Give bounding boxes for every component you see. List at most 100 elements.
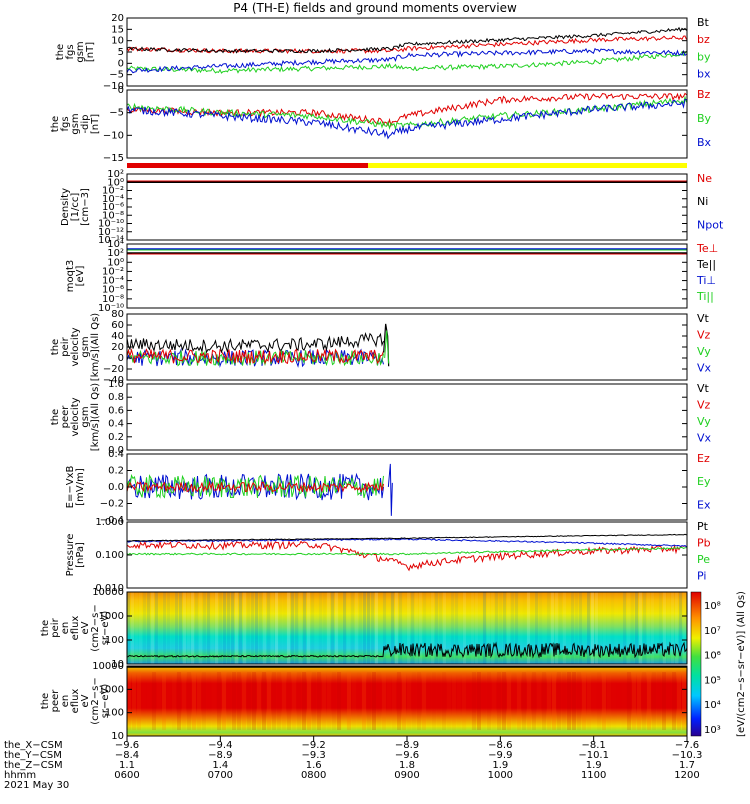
legend-item: bz [697, 33, 710, 46]
electron-streak [622, 672, 626, 730]
x-tick-label: −8.4 [115, 750, 139, 761]
y-tick-label: 0.0 [108, 482, 124, 493]
ion-streak [319, 592, 322, 664]
y-tick-label: 0.4 [108, 449, 124, 460]
x-tick-label: 0800 [301, 770, 326, 781]
legend-item: Ti|| [696, 290, 714, 303]
y-axis-label: gsm [80, 336, 91, 357]
electron-streak [617, 672, 621, 730]
y-tick-label: 80 [111, 309, 124, 320]
ion-streak [563, 592, 566, 664]
ion-streak [211, 592, 214, 664]
panel-frame-3 [126, 243, 688, 309]
y-axis-label: (cm2−s− [90, 604, 101, 651]
x-tick-label: 1.9 [492, 760, 508, 771]
y-tick-label: 10² [107, 248, 124, 259]
electron-streak [582, 672, 586, 730]
panel-frame-1 [126, 89, 688, 159]
series-pb-line [126, 539, 687, 572]
ion-streak [171, 592, 174, 664]
y-tick-label: 10⁻⁴ [102, 276, 124, 287]
electron-streak [157, 672, 161, 730]
y-tick-label: −10 [103, 81, 124, 92]
electron-streak [367, 672, 371, 730]
ion-streak [231, 592, 234, 664]
electron-streak [527, 672, 531, 730]
legend-item: Vt [697, 382, 710, 395]
ion-streak [263, 592, 266, 664]
electron-streak [382, 672, 386, 730]
series-pe-line [126, 547, 687, 556]
electron-streak [612, 672, 616, 730]
series-by-dip-line [126, 95, 687, 131]
ion-streak [383, 592, 386, 664]
y-tick-label: 10 [111, 659, 124, 670]
ion-streak [299, 592, 302, 664]
electron-streak [467, 672, 471, 730]
legend-item: Pi [697, 570, 706, 583]
ion-streak [595, 592, 598, 664]
y-tick-label: 0.2 [108, 432, 124, 443]
y-axis-label: eV [80, 621, 91, 634]
y-tick-label: −40 [103, 375, 124, 386]
legend-item: Ez [697, 452, 710, 465]
legend-item: Bt [697, 16, 710, 29]
ion-streak [335, 592, 338, 664]
colorbar [690, 591, 702, 737]
electron-streak [432, 672, 436, 730]
legend-item: Te⊥ [696, 242, 718, 255]
y-axis-label: (cm2−s− [90, 677, 101, 724]
y-tick-label: 10⁻⁴ [102, 194, 124, 205]
y-tick-label: 10⁻¹⁰ [98, 303, 124, 314]
ion-streak [559, 592, 562, 664]
y-tick-label: 10² [107, 169, 124, 180]
series-ex-spike [387, 463, 393, 516]
y-tick-label: 0.8 [108, 392, 124, 403]
ion-streak [239, 592, 242, 664]
ion-streak [179, 592, 182, 664]
electron-streak [362, 672, 366, 730]
y-tick-label: 20 [111, 13, 124, 24]
electron-streak [562, 672, 566, 730]
ion-streak [379, 592, 382, 664]
y-tick-label: −0.4 [100, 515, 124, 526]
electron-streak [572, 672, 576, 730]
electron-streak [512, 672, 516, 730]
y-axis-label: [eV] [75, 266, 86, 287]
legend-item: Vz [697, 399, 711, 412]
legend-item: Vy [697, 345, 711, 358]
legend-item: Ti⊥ [696, 274, 716, 287]
y-tick-label: 10000 [92, 587, 124, 598]
ion-streak [463, 592, 466, 664]
electron-streak [437, 672, 441, 730]
electron-streak [652, 672, 656, 730]
electron-streak [317, 672, 321, 730]
y-axis-label: [km/s](All Qs) [90, 383, 101, 451]
electron-streak [627, 672, 631, 730]
legend-item: Ey [697, 475, 711, 488]
x-axis-date: 2021 May 30 [4, 780, 69, 791]
y-tick-label: 0.100 [95, 550, 124, 561]
electron-streak [332, 672, 336, 730]
ion-streak [591, 592, 594, 664]
y-axis-label: peir [50, 617, 61, 637]
electron-streak [592, 672, 596, 730]
y-axis-label: [nPa] [75, 542, 86, 568]
ion-streak [303, 592, 306, 664]
electron-streak [182, 672, 186, 730]
legend-item: Ex [697, 498, 711, 511]
ion-streak [131, 592, 134, 664]
electron-streak [207, 672, 211, 730]
ion-streak [683, 592, 686, 664]
y-axis-label: gsm [75, 41, 86, 62]
ion-streak [355, 592, 358, 664]
x-tick-label: 1.4 [212, 760, 228, 771]
series-vt-line [126, 331, 384, 354]
ion-streak [295, 592, 298, 664]
electron-streak [407, 672, 411, 730]
y-tick-label: 15 [111, 24, 124, 35]
ion-streak [495, 592, 498, 664]
ion-streak [663, 592, 666, 664]
ion-streak [395, 592, 398, 664]
